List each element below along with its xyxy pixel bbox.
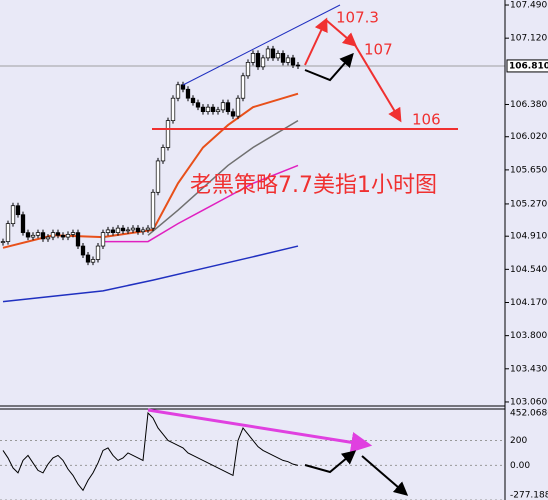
candle [265, 48, 271, 59]
candle [105, 229, 111, 233]
candle [260, 57, 266, 68]
candle [190, 97, 196, 104]
candle [120, 227, 126, 232]
annotation: 106 [412, 111, 441, 129]
candle [210, 106, 216, 112]
candle [275, 53, 281, 59]
y-tick-label: 200 [510, 436, 527, 446]
candle [40, 232, 46, 240]
candle [45, 236, 51, 240]
current-price-label: 106.810 [509, 61, 548, 71]
candle [70, 232, 76, 235]
candle [140, 229, 146, 233]
candle [150, 191, 156, 229]
y-tick-label: 107.120 [510, 34, 547, 44]
candle [125, 229, 131, 232]
moving-average [103, 164, 299, 243]
candle [100, 232, 106, 247]
candle [5, 223, 11, 242]
candle [175, 84, 181, 99]
candle [285, 57, 291, 63]
annotation: 107.3 [336, 9, 379, 27]
candle [15, 205, 21, 216]
arrow [304, 52, 354, 82]
candle [30, 234, 36, 238]
candle [220, 102, 226, 111]
candle [235, 97, 241, 117]
y-tick-label: -277.188 [510, 491, 548, 500]
arrow [304, 450, 357, 474]
candle [165, 120, 171, 148]
candle [85, 254, 91, 263]
candle [50, 232, 56, 238]
candle [135, 227, 141, 233]
candle [230, 111, 236, 117]
candle [80, 245, 86, 256]
y-tick-label: 105.270 [510, 199, 547, 209]
candle [200, 106, 206, 112]
candle [20, 214, 26, 233]
candle [90, 259, 96, 263]
candle [25, 232, 31, 238]
price-box [506, 59, 548, 73]
candle [160, 147, 166, 162]
arrow [361, 455, 409, 496]
candle [195, 102, 201, 108]
candle [185, 88, 191, 99]
candle [215, 109, 221, 112]
arrow [304, 17, 328, 66]
indicator-line [2, 411, 299, 492]
candle [55, 232, 61, 236]
y-tick-label: 104.170 [510, 298, 547, 308]
candle [250, 53, 256, 63]
y-tick-label: 103.430 [510, 364, 547, 374]
candle [0, 241, 6, 243]
candle [10, 205, 16, 224]
candle [290, 57, 296, 66]
candle [180, 84, 186, 90]
candle [130, 227, 136, 231]
candle [245, 62, 251, 77]
arrow [147, 408, 373, 453]
annotation: 107 [364, 41, 393, 59]
moving-average [2, 92, 299, 249]
candle [280, 53, 286, 63]
arrow [354, 44, 402, 123]
candle [155, 160, 161, 193]
candle [145, 227, 151, 231]
y-tick-label: 106.380 [510, 100, 547, 110]
y-tick-label: 107.490 [510, 1, 547, 11]
candle [75, 232, 81, 247]
candle [240, 75, 246, 99]
trend-line [182, 4, 341, 86]
candle [65, 234, 71, 238]
arrow [325, 19, 358, 47]
chart-title: 老黑策略7.7美指1小时图 [190, 173, 437, 198]
candle [60, 234, 66, 238]
moving-average [147, 119, 299, 236]
candle [270, 48, 276, 59]
candle [110, 229, 116, 233]
y-tick-label: 103.060 [510, 397, 547, 407]
y-tick-label: 105.650 [510, 165, 547, 175]
candle [35, 232, 41, 236]
y-tick-label: 106.020 [510, 132, 547, 142]
moving-average [2, 245, 299, 303]
y-tick-label: 452.0686 [510, 409, 548, 419]
candle [295, 64, 301, 67]
y-tick-label: 0.00 [510, 461, 530, 471]
candle [225, 102, 231, 112]
candle [115, 227, 121, 233]
y-tick-label: 104.910 [510, 232, 547, 242]
candle [170, 97, 176, 121]
candle [205, 106, 211, 112]
candle [95, 245, 101, 260]
y-tick-label: 104.540 [510, 265, 547, 275]
candle [255, 53, 261, 68]
y-tick-label: 103.800 [510, 331, 547, 341]
